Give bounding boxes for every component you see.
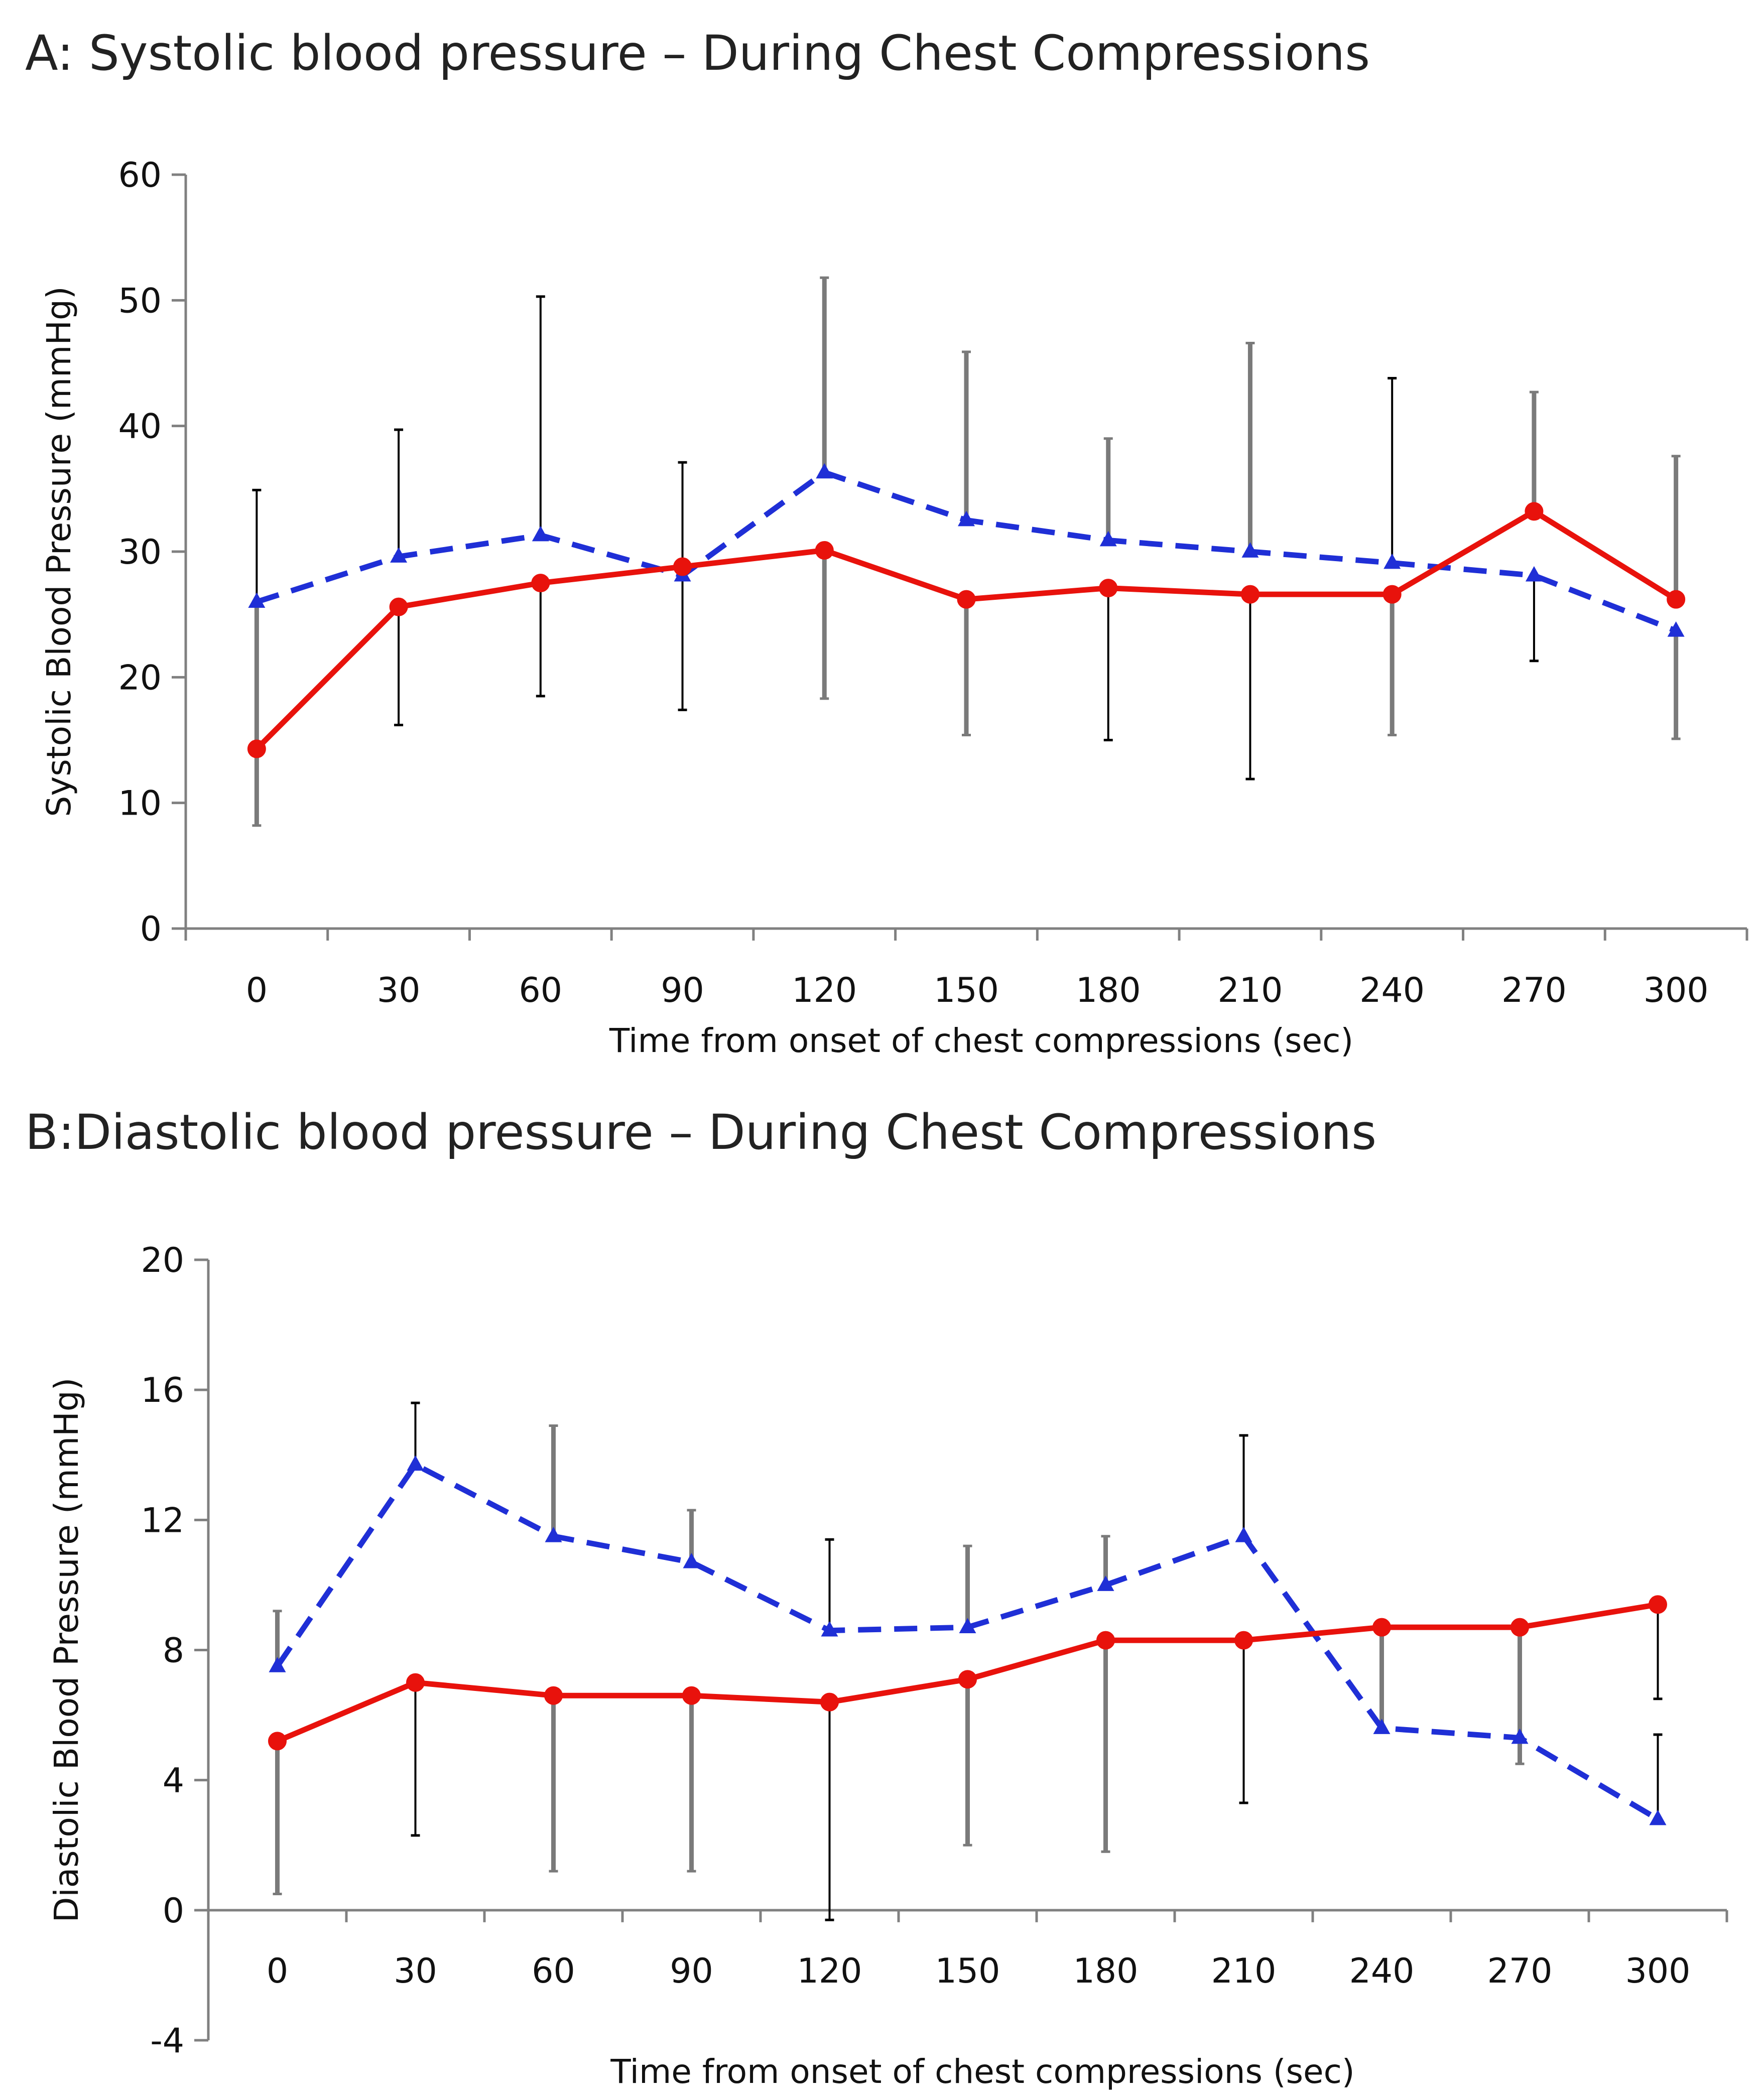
triangle-marker bbox=[1097, 1576, 1114, 1591]
x-tick-label: 30 bbox=[377, 971, 421, 1010]
triangle-marker bbox=[1511, 1728, 1529, 1744]
x-tick-label: 210 bbox=[1218, 971, 1283, 1010]
triangle-marker bbox=[958, 510, 975, 527]
x-tick-label: 210 bbox=[1211, 1951, 1277, 1991]
triangle-marker bbox=[959, 1618, 976, 1634]
triangle-marker bbox=[269, 1657, 286, 1672]
circle-marker bbox=[1649, 1595, 1667, 1614]
y-tick-label: -4 bbox=[150, 2021, 184, 2061]
triangle-marker bbox=[407, 1455, 424, 1471]
chart-title: A: Systolic blood pressure – During Ches… bbox=[25, 25, 1370, 81]
triangle-marker bbox=[1241, 542, 1259, 558]
circle-marker bbox=[1234, 1631, 1253, 1650]
x-tick-label: 30 bbox=[394, 1951, 437, 1991]
systolic-chart: 0 10 20 30 40 50 60 0 30 60 90 120 150 180 210 240 270 30… bbox=[40, 156, 1748, 1060]
circle-marker bbox=[1667, 590, 1686, 609]
triangle-marker bbox=[1099, 531, 1117, 547]
x-tick-label: 60 bbox=[532, 1951, 575, 1991]
diastolic-chart-panel: B:Diastolic blood pressure – During Ches… bbox=[0, 1094, 1763, 2100]
circle-marker bbox=[682, 1686, 701, 1705]
circle-marker bbox=[268, 1732, 287, 1751]
y-tick-label: 4 bbox=[163, 1761, 184, 1801]
x-tick-label: 300 bbox=[1625, 1951, 1691, 1991]
triangle-marker bbox=[1525, 566, 1543, 582]
triangle-marker bbox=[1235, 1527, 1252, 1542]
triangle-marker bbox=[683, 1552, 700, 1568]
y-tick-label: 30 bbox=[118, 533, 162, 572]
circle-marker bbox=[247, 739, 266, 758]
x-tick-label: 0 bbox=[246, 971, 268, 1010]
y-tick-label: 16 bbox=[141, 1371, 184, 1410]
triangle-marker bbox=[1649, 1809, 1667, 1825]
diastolic-chart: -4 0 4 8 12 16 20 0 30 60 90 120 150 180 210 240 270 300 T… bbox=[47, 1241, 1728, 2091]
y-tick-label: 8 bbox=[163, 1631, 184, 1671]
x-tick-label: 180 bbox=[1073, 1951, 1139, 1991]
x-tick-label: 60 bbox=[519, 971, 563, 1010]
circle-marker bbox=[1372, 1618, 1391, 1637]
x-axis-title: Time from onset of chest compressions (s… bbox=[610, 2052, 1354, 2091]
triangle-marker bbox=[545, 1527, 562, 1542]
y-tick-label: 40 bbox=[118, 407, 162, 447]
x-tick-label: 270 bbox=[1487, 1951, 1553, 1991]
circle-marker bbox=[820, 1692, 839, 1712]
circle-marker bbox=[406, 1673, 425, 1692]
x-tick-label: 90 bbox=[670, 1951, 713, 1991]
triangle-marker bbox=[532, 526, 549, 542]
x-tick-label: 120 bbox=[792, 971, 857, 1010]
circle-marker bbox=[1096, 1631, 1115, 1650]
circle-marker bbox=[957, 590, 976, 609]
x-tick-label: 150 bbox=[934, 971, 999, 1010]
x-tick-label: 180 bbox=[1076, 971, 1141, 1010]
triangle-marker bbox=[1667, 621, 1685, 637]
circle-marker bbox=[958, 1670, 977, 1689]
x-tick-label: 270 bbox=[1501, 971, 1567, 1010]
y-tick-label: 20 bbox=[118, 658, 162, 698]
circle-marker bbox=[531, 574, 550, 593]
circle-marker bbox=[1099, 579, 1118, 598]
x-tick-label: 300 bbox=[1644, 971, 1709, 1010]
y-axis-title: Systolic Blood Pressure (mmHg) bbox=[40, 286, 78, 817]
triangle-marker bbox=[821, 1621, 838, 1637]
circle-marker bbox=[673, 557, 692, 576]
x-tick-label: 90 bbox=[661, 971, 704, 1010]
circle-marker bbox=[544, 1686, 563, 1705]
y-tick-label: 50 bbox=[118, 281, 162, 321]
triangle-marker bbox=[816, 463, 833, 479]
x-tick-label: 150 bbox=[935, 1951, 1000, 1991]
chart-title: B:Diastolic blood pressure – During Ches… bbox=[25, 1104, 1377, 1160]
y-axis-title: Diastolic Blood Pressure (mmHg) bbox=[47, 1378, 86, 1923]
y-tick-label: 10 bbox=[118, 784, 162, 824]
circle-marker bbox=[1382, 585, 1402, 604]
triangle-marker bbox=[248, 592, 266, 608]
x-axis-title: Time from onset of chest compressions (s… bbox=[609, 1021, 1353, 1060]
x-tick-label: 240 bbox=[1359, 971, 1425, 1010]
x-tick-label: 240 bbox=[1349, 1951, 1415, 1991]
y-tick-label: 0 bbox=[163, 1891, 184, 1931]
y-tick-label: 20 bbox=[141, 1241, 184, 1280]
y-tick-label: 0 bbox=[140, 909, 162, 949]
triangle-marker bbox=[1383, 553, 1401, 569]
x-tick-label: 0 bbox=[267, 1951, 288, 1991]
circle-marker bbox=[1510, 1618, 1529, 1637]
circle-marker bbox=[815, 541, 834, 560]
triangle-marker bbox=[390, 547, 408, 563]
circle-marker bbox=[1525, 502, 1544, 521]
circle-marker bbox=[389, 597, 408, 616]
y-tick-label: 12 bbox=[141, 1501, 184, 1540]
triangle-marker bbox=[1373, 1719, 1391, 1734]
systolic-chart-panel: A: Systolic blood pressure – During Ches… bbox=[25, 25, 1748, 1060]
circle-marker bbox=[1240, 585, 1260, 604]
x-tick-label: 120 bbox=[797, 1951, 862, 1991]
y-tick-label: 60 bbox=[118, 156, 162, 195]
